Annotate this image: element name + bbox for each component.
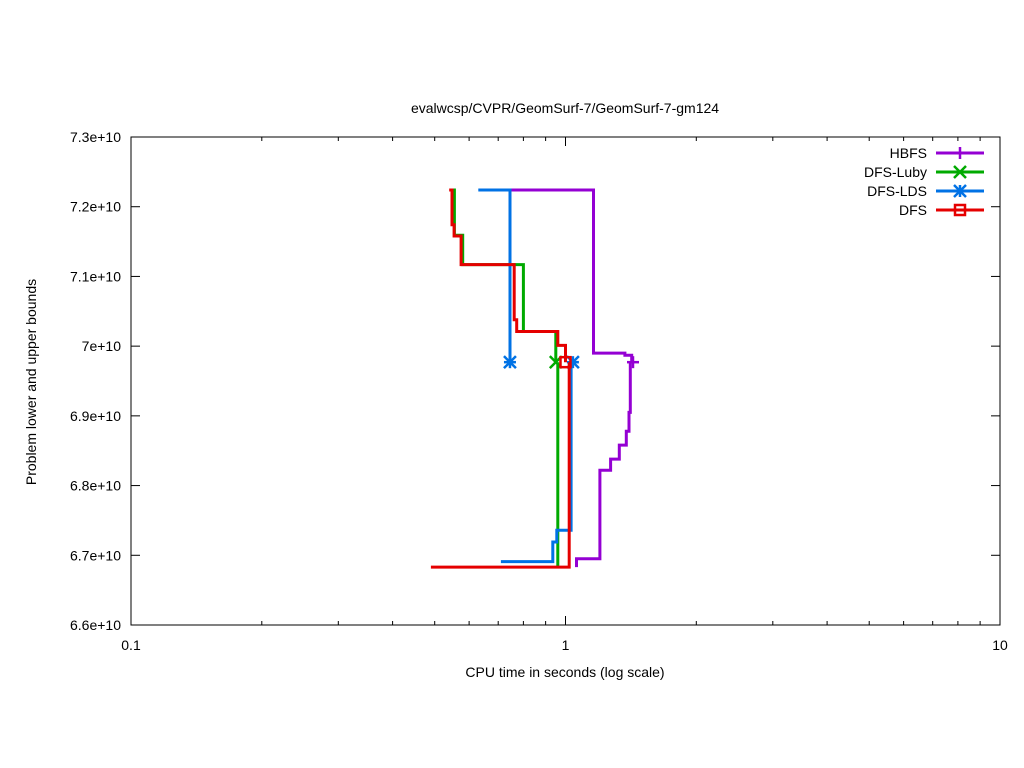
series-line-upper <box>449 188 567 363</box>
legend-label: DFS-Luby <box>864 164 927 180</box>
x-axis-label: CPU time in seconds (log scale) <box>465 664 664 680</box>
plot-area <box>130 136 1001 626</box>
y-tick-label: 6.9e+10 <box>70 408 121 424</box>
series-marker <box>953 203 967 217</box>
axes-ticks: 6.6e+10 6.7e+10 6.8e+10 6.9e+10 7e+10 7.1e+10… <box>70 129 1008 653</box>
y-tick-label: 7e+10 <box>82 338 122 354</box>
y-tick-label: 7.1e+10 <box>70 268 121 284</box>
x-tick-label: 10 <box>992 637 1008 653</box>
series-marker <box>626 356 639 369</box>
series-line-upper <box>478 188 512 363</box>
plot-frame <box>130 136 1001 626</box>
series-line-lower <box>575 362 632 568</box>
series-marker <box>953 184 967 198</box>
y-tick-label: 7.2e+10 <box>70 199 121 215</box>
legend-label: HBFS <box>890 145 927 161</box>
series-marker <box>953 165 967 179</box>
legend-label: DFS-LDS <box>867 183 927 199</box>
series-line-lower <box>430 362 571 569</box>
series-layer <box>430 188 639 569</box>
y-tick-label: 6.7e+10 <box>70 547 121 563</box>
y-tick-label: 6.8e+10 <box>70 478 121 494</box>
x-tick-label: 1 <box>562 637 570 653</box>
legend-label: DFS <box>899 202 927 218</box>
series-marker <box>503 355 517 370</box>
series-line-lower <box>500 362 573 564</box>
chart-title: evalwcsp/CVPR/GeomSurf-7/GeomSurf-7-gm12… <box>411 100 719 116</box>
y-tick-label: 7.3e+10 <box>70 129 121 145</box>
series-line-upper <box>451 188 558 363</box>
x-tick-label: 0.1 <box>121 637 141 653</box>
series-marker <box>954 147 966 159</box>
legend: HBFS DFS-Luby DFS-LDS DFS <box>864 145 984 218</box>
series-marker <box>559 355 572 369</box>
y-axis-label: Problem lower and upper bounds <box>23 279 39 485</box>
y-tick-label: 6.6e+10 <box>70 617 121 633</box>
series-line-upper <box>511 188 634 363</box>
